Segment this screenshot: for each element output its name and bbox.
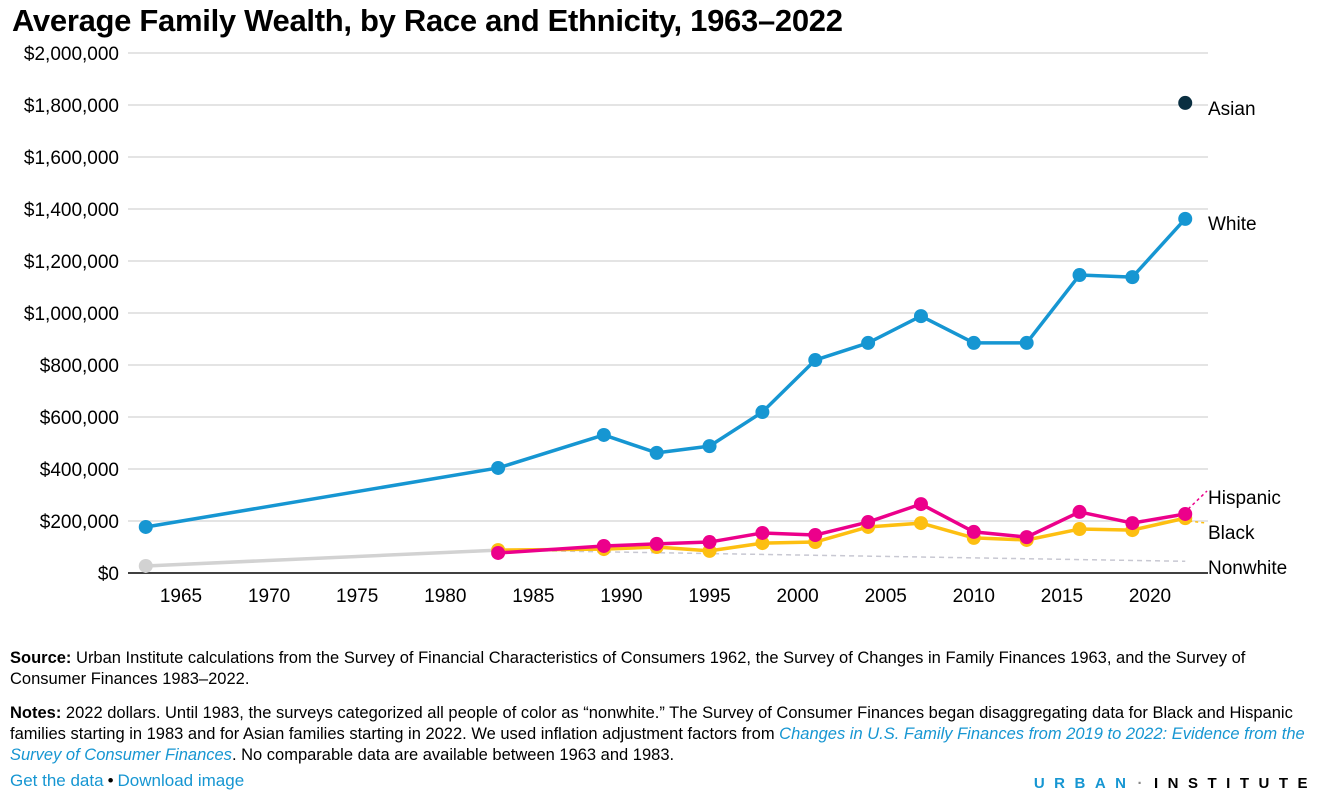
hispanic-point <box>755 525 770 540</box>
notes-text-1: 2022 dollars. Until 1983, the surveys ca… <box>10 704 1293 743</box>
hispanic-point <box>966 524 981 539</box>
nonwhite-label: Nonwhite <box>1208 558 1287 579</box>
black-label: Black <box>1208 523 1255 544</box>
series-lines <box>145 217 1187 568</box>
x-tick-label: 2020 <box>1129 586 1171 607</box>
white-point <box>138 519 153 534</box>
hispanic-point <box>702 535 717 550</box>
white-point <box>1125 270 1140 285</box>
white-point <box>808 353 823 368</box>
x-tick-label: 1980 <box>424 586 466 607</box>
gridlines <box>128 52 1208 522</box>
download-image-link[interactable]: Download image <box>117 771 245 790</box>
white-point <box>491 460 506 475</box>
bullet-separator: • <box>107 771 114 790</box>
y-tick-label: $1,400,000 <box>24 200 119 221</box>
x-tick-label: 2015 <box>1041 586 1083 607</box>
y-tick-label: $200,000 <box>40 512 119 533</box>
x-tick-label: 2000 <box>776 586 818 607</box>
hispanic-point <box>913 497 928 512</box>
white-line <box>145 217 1187 529</box>
x-axis-ticks: 1965 1970 1975 1980 1985 1990 1995 2000 2005 2010… <box>160 586 1171 607</box>
notes-label: Notes: <box>10 704 62 722</box>
white-point <box>649 445 664 460</box>
hispanic-label: Hispanic <box>1208 488 1281 509</box>
logo-separator: · <box>1137 775 1152 792</box>
urban-institute-logo: URBAN · INSTITUTE <box>1034 775 1317 792</box>
white-point <box>1019 335 1034 350</box>
footer-links: Get the data • Download image <box>10 771 244 791</box>
y-tick-label: $2,000,000 <box>24 44 119 65</box>
nonwhite-line <box>145 548 499 568</box>
asian-label: Asian <box>1208 99 1256 120</box>
white-point <box>913 309 928 324</box>
x-tick-label: 1990 <box>600 586 642 607</box>
source-text: Urban Institute calculations from the Su… <box>10 649 1246 688</box>
white-point <box>1072 268 1087 283</box>
white-point <box>596 427 611 442</box>
black-leader-line <box>1189 520 1207 524</box>
x-tick-label: 1970 <box>248 586 290 607</box>
y-tick-label: $400,000 <box>40 460 119 481</box>
black-point <box>913 516 928 531</box>
x-tick-label: 1965 <box>160 586 202 607</box>
y-tick-label: $1,600,000 <box>24 148 119 169</box>
y-tick-label: $1,200,000 <box>24 252 119 273</box>
white-point <box>966 335 981 350</box>
hispanic-point <box>1178 506 1193 521</box>
x-tick-label: 1985 <box>512 586 554 607</box>
y-tick-label: $600,000 <box>40 408 119 429</box>
notes: Notes: 2022 dollars. Until 1983, the sur… <box>10 703 1315 766</box>
hispanic-point <box>861 515 876 530</box>
logo-institute: INSTITUTE <box>1154 775 1317 792</box>
x-tick-label: 2010 <box>953 586 995 607</box>
black-point <box>755 536 770 551</box>
y-tick-label: $1,000,000 <box>24 304 119 325</box>
white-point <box>755 405 770 420</box>
logo-urban: URBAN <box>1033 775 1136 792</box>
y-tick-label: $1,800,000 <box>24 96 119 117</box>
hispanic-leader-line <box>1187 490 1208 510</box>
series-points <box>138 95 1193 573</box>
hispanic-point <box>1072 504 1087 519</box>
hispanic-point <box>1019 530 1034 545</box>
white-point <box>861 335 876 350</box>
asian-point <box>1178 95 1193 110</box>
series-labels: Asian White Hispanic Black Nonwhite <box>1187 99 1287 579</box>
y-axis-ticks: $0 $200,000 $400,000 $600,000 $800,000 $1,000… <box>24 44 119 585</box>
hispanic-point <box>1125 516 1140 531</box>
line-chart: $0 $200,000 $400,000 $600,000 $800,000 $1,000… <box>24 44 1287 607</box>
white-label: White <box>1208 214 1257 235</box>
x-tick-label: 1975 <box>336 586 378 607</box>
notes-text-2: . No comparable data are available betwe… <box>231 746 675 764</box>
hispanic-point <box>491 545 506 560</box>
white-point <box>702 439 717 454</box>
hispanic-point <box>808 528 823 543</box>
hispanic-point <box>596 538 611 553</box>
report-link[interactable]: Changes in U.S. Family Finances from 201… <box>10 725 1305 764</box>
x-tick-label: 1995 <box>688 586 730 607</box>
nonwhite-reference-line <box>498 549 1186 563</box>
nonwhite-point <box>138 558 153 573</box>
chart-title: Average Family Wealth, by Race and Ethni… <box>12 3 843 38</box>
y-tick-label: $800,000 <box>40 356 119 377</box>
x-tick-label: 2005 <box>865 586 907 607</box>
white-point <box>1178 211 1193 226</box>
source-note: Source: Urban Institute calculations fro… <box>10 648 1315 690</box>
source-label: Source: <box>10 649 72 667</box>
y-tick-label: $0 <box>98 564 119 585</box>
get-data-link[interactable]: Get the data <box>10 771 104 790</box>
hispanic-point <box>649 536 664 551</box>
black-point <box>1072 522 1087 537</box>
